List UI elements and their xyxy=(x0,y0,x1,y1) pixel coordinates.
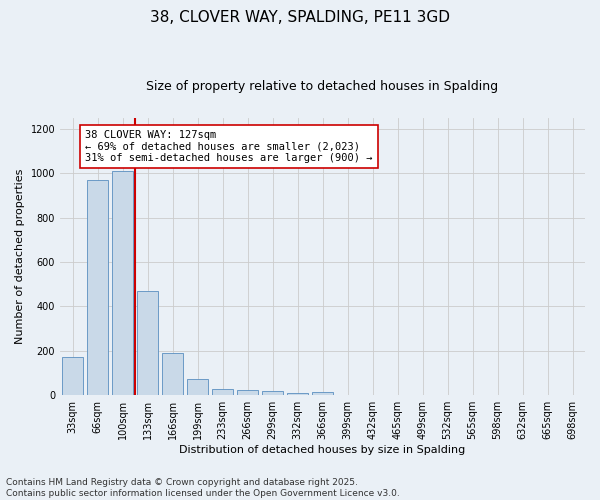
Bar xyxy=(87,180,108,395)
X-axis label: Distribution of detached houses by size in Spalding: Distribution of detached houses by size … xyxy=(179,445,466,455)
Text: 38, CLOVER WAY, SPALDING, PE11 3GD: 38, CLOVER WAY, SPALDING, PE11 3GD xyxy=(150,10,450,25)
Bar xyxy=(112,171,133,395)
Bar xyxy=(212,389,233,395)
Bar xyxy=(312,392,333,395)
Bar xyxy=(162,353,183,395)
Bar xyxy=(262,392,283,395)
Bar xyxy=(137,291,158,395)
Text: 38 CLOVER WAY: 127sqm
← 69% of detached houses are smaller (2,023)
31% of semi-d: 38 CLOVER WAY: 127sqm ← 69% of detached … xyxy=(85,130,373,163)
Bar xyxy=(287,392,308,395)
Bar xyxy=(187,378,208,395)
Y-axis label: Number of detached properties: Number of detached properties xyxy=(15,169,25,344)
Bar xyxy=(62,358,83,395)
Bar xyxy=(237,390,258,395)
Text: Contains HM Land Registry data © Crown copyright and database right 2025.
Contai: Contains HM Land Registry data © Crown c… xyxy=(6,478,400,498)
Title: Size of property relative to detached houses in Spalding: Size of property relative to detached ho… xyxy=(146,80,499,93)
